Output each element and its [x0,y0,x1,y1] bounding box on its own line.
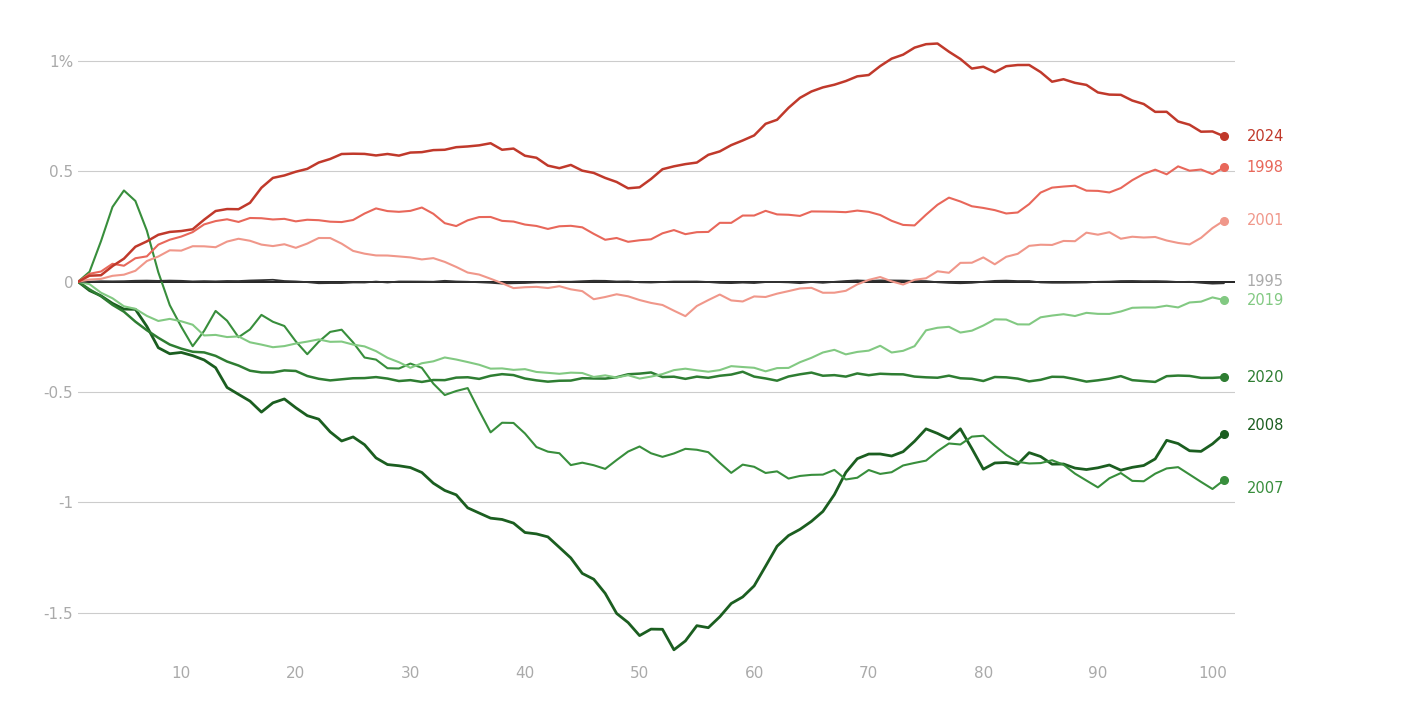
Text: 2020: 2020 [1247,370,1284,385]
Text: 2007: 2007 [1247,481,1284,496]
Text: 2008: 2008 [1247,417,1284,432]
Text: 2001: 2001 [1247,213,1284,228]
Text: 1998: 1998 [1247,160,1284,175]
Text: 1995: 1995 [1247,274,1284,289]
Text: 2024: 2024 [1247,129,1284,144]
Text: 2019: 2019 [1247,292,1284,308]
